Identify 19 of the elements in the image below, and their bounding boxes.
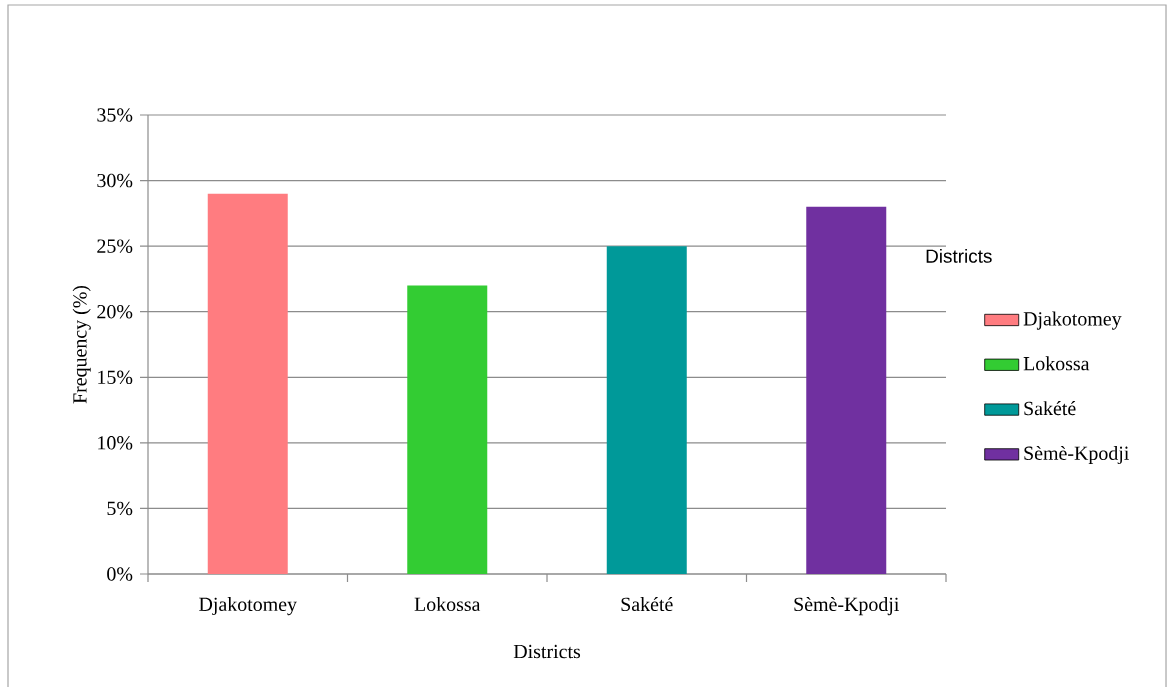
y-tick-label: 5% (107, 501, 133, 516)
y-tick-label: 15% (98, 370, 133, 385)
y-tick-label: 25% (97, 239, 133, 253)
x-tick-label: Sèmè-Kpodji (794, 597, 900, 616)
legend-label: Sèmè-Kpodji (1024, 445, 1129, 465)
x-tick-label: Sakété (621, 597, 673, 612)
y-tick-label: 0% (107, 567, 133, 581)
legend-label: Djakotomey (1023, 311, 1122, 330)
y-tick-label: 10% (98, 436, 133, 450)
x-axis-title: Districts (513, 644, 581, 659)
legend-label: Sakété (1024, 401, 1076, 416)
x-tick-label: Djakotomey (199, 597, 297, 616)
y-tick-label: 35% (97, 108, 133, 122)
legend-label: Lokossa (1023, 356, 1090, 371)
legend-title: Districts (926, 248, 992, 263)
y-axis-title: Frequency (%) (72, 285, 91, 404)
x-tick-label: Lokossa (414, 597, 481, 612)
y-tick-label: 20% (97, 304, 133, 319)
y-tick-label: 30% (97, 173, 133, 188)
